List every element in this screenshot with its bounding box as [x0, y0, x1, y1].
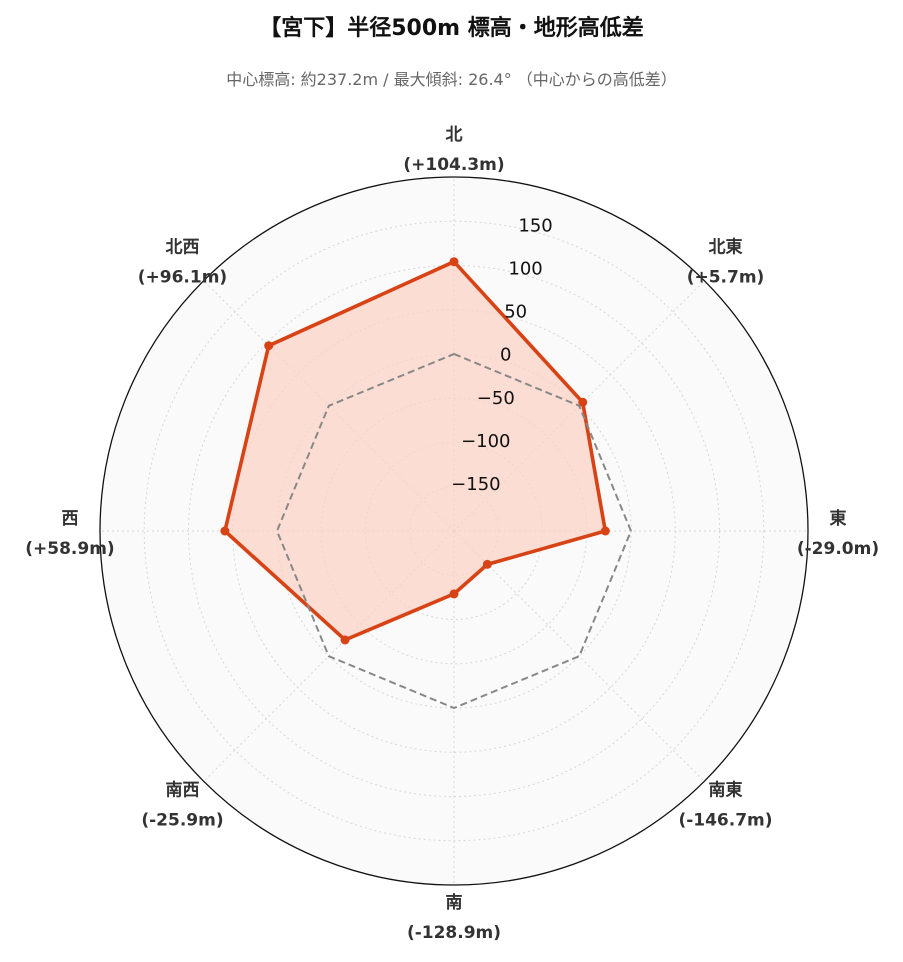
series-0-point-2 — [600, 526, 610, 536]
chart-title: 【宮下】半径500m 標高・地形高低差 — [259, 16, 644, 41]
radial-tick-label: 150 — [518, 215, 552, 236]
radial-tick-label: 50 — [504, 302, 527, 323]
axis-label-value: (+104.3m) — [403, 155, 504, 175]
radial-tick-label: −150 — [451, 474, 500, 495]
radial-tick-label: −100 — [461, 431, 510, 452]
series-0-point-0 — [449, 257, 459, 267]
grid-spoke — [453, 530, 705, 782]
axis-label-value: (+58.9m) — [25, 539, 114, 559]
radial-tick-label: −50 — [477, 388, 515, 409]
series-0-area — [224, 261, 606, 640]
series-0-point-4 — [449, 589, 459, 599]
axis-label-value: (-25.9m) — [141, 811, 223, 831]
axis-label-direction: 北東 — [709, 237, 743, 258]
radial-tick-label: 0 — [500, 345, 511, 366]
axis-label-direction: 南西 — [166, 780, 200, 801]
axis-label-direction: 南東 — [709, 780, 743, 801]
chart-subtitle: 中心標高: 約237.2m / 最大傾斜: 26.4° （中心からの高低差） — [226, 70, 677, 89]
axis-label-direction: 北 — [446, 125, 463, 145]
axis-label-value: (+5.7m) — [687, 268, 765, 288]
radial-tick-label: 100 — [508, 258, 542, 279]
outer-frame — [99, 176, 809, 886]
series-1-line — [275, 352, 633, 710]
axis-label-value: (-128.9m) — [407, 923, 501, 943]
series-0-point-5 — [340, 635, 350, 645]
grid-ring — [143, 220, 765, 842]
axis-label-direction: 東 — [830, 508, 847, 529]
axis-label-value: (+96.1m) — [138, 268, 227, 288]
series-0-point-6 — [220, 526, 230, 536]
axis-label-value: (-29.0m) — [797, 539, 879, 559]
axis-label-value: (-146.7m) — [678, 811, 772, 831]
series-0-point-1 — [578, 397, 588, 407]
axis-label-direction: 北西 — [166, 238, 200, 258]
axis-label-direction: 南 — [446, 892, 463, 913]
series-0-point-7 — [264, 341, 274, 351]
series-0-point-3 — [482, 559, 492, 569]
axis-label-direction: 西 — [62, 509, 79, 529]
